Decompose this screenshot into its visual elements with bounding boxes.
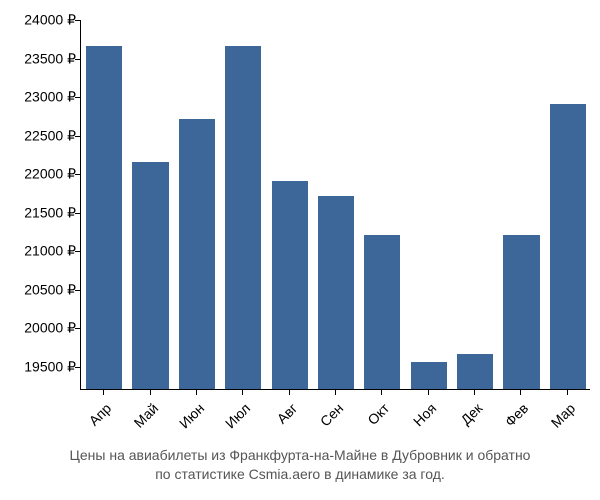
x-tick-label: Фев — [492, 400, 532, 440]
y-tick-mark — [75, 328, 80, 329]
bar — [132, 162, 168, 389]
caption-line-2: по статистике Csmia.aero в динамике за г… — [155, 466, 445, 482]
x-tick-mark — [242, 390, 243, 395]
y-tick-label: 22000 ₽ — [24, 166, 76, 183]
y-tick-mark — [75, 174, 80, 175]
x-tick-label: Апр — [75, 400, 115, 440]
x-tick-label: Дек — [446, 400, 486, 440]
y-tick-mark — [75, 97, 80, 98]
x-tick-mark — [381, 390, 382, 395]
x-tick-label: Ноя — [399, 400, 439, 440]
y-tick-mark — [75, 136, 80, 137]
bar — [550, 104, 586, 389]
plot-area — [80, 20, 590, 390]
x-tick-mark — [567, 390, 568, 395]
y-tick-mark — [75, 251, 80, 252]
x-tick-mark — [474, 390, 475, 395]
x-tick-mark — [520, 390, 521, 395]
x-tick-label: Окт — [353, 400, 393, 440]
bar — [457, 354, 493, 389]
y-tick-label: 19500 ₽ — [24, 358, 76, 375]
y-tick-label: 20500 ₽ — [24, 281, 76, 298]
x-tick-label: Мар — [539, 400, 579, 440]
y-tick-label: 22500 ₽ — [24, 127, 76, 144]
bar — [179, 119, 215, 389]
bar — [364, 235, 400, 389]
y-tick-label: 23500 ₽ — [24, 50, 76, 67]
y-tick-label: 23000 ₽ — [24, 89, 76, 106]
x-tick-mark — [150, 390, 151, 395]
x-tick-mark — [196, 390, 197, 395]
caption-line-1: Цены на авиабилеты из Франкфурта-на-Майн… — [70, 447, 531, 463]
bar — [503, 235, 539, 389]
x-tick-mark — [335, 390, 336, 395]
y-tick-mark — [75, 213, 80, 214]
x-tick-label: Сен — [307, 400, 347, 440]
x-tick-mark — [103, 390, 104, 395]
bar — [272, 181, 308, 389]
y-tick-mark — [75, 59, 80, 60]
y-tick-label: 24000 ₽ — [24, 12, 76, 29]
x-tick-label: Авг — [260, 400, 300, 440]
price-chart: 19500 ₽20000 ₽20500 ₽21000 ₽21500 ₽22000… — [80, 20, 590, 390]
x-tick-mark — [428, 390, 429, 395]
y-tick-label: 21000 ₽ — [24, 243, 76, 260]
chart-caption: Цены на авиабилеты из Франкфурта-на-Майн… — [0, 446, 600, 485]
x-tick-label: Июл — [214, 400, 254, 440]
x-tick-label: Июн — [168, 400, 208, 440]
y-tick-mark — [75, 20, 80, 21]
bar — [318, 196, 354, 389]
bar — [86, 46, 122, 389]
y-tick-label: 20000 ₽ — [24, 320, 76, 337]
x-tick-label: Май — [121, 400, 161, 440]
y-tick-mark — [75, 290, 80, 291]
bar — [225, 46, 261, 389]
bar — [411, 362, 447, 389]
y-tick-mark — [75, 367, 80, 368]
y-tick-label: 21500 ₽ — [24, 204, 76, 221]
x-tick-mark — [289, 390, 290, 395]
